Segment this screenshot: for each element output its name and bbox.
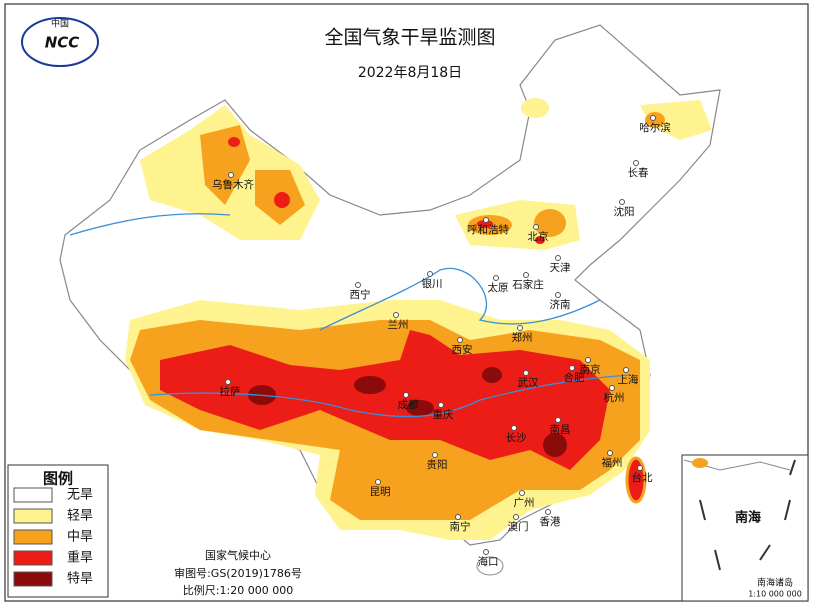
city-label: 南宁 xyxy=(450,520,471,533)
city-dot xyxy=(619,199,625,205)
city-dot xyxy=(555,255,561,261)
city-label: 天津 xyxy=(550,262,571,274)
credit-scale: 比例尺:1:20 000 000 xyxy=(183,583,293,597)
city-dot xyxy=(569,365,575,371)
legend-label: 重旱 xyxy=(67,550,93,566)
city-dot xyxy=(225,379,231,385)
legend-swatch xyxy=(13,529,53,545)
city-label: 南昌 xyxy=(550,423,571,436)
city-label: 福州 xyxy=(602,456,623,469)
city-label: 重庆 xyxy=(433,408,454,421)
city-dot xyxy=(375,479,381,485)
legend-swatch xyxy=(13,571,53,587)
credit-agency: 国家气候中心 xyxy=(205,548,271,562)
city-label: 台北 xyxy=(632,471,653,484)
city-label: 昆明 xyxy=(370,486,391,498)
city-label: 兰州 xyxy=(388,318,409,331)
city-dot xyxy=(393,312,399,318)
city-label: 合肥 xyxy=(564,371,585,384)
city-label: 南京 xyxy=(580,363,601,376)
city-label: 郑州 xyxy=(512,331,533,344)
city-label: 武汉 xyxy=(518,376,539,389)
city-dot xyxy=(493,275,499,281)
city-dot xyxy=(609,385,615,391)
city-dot xyxy=(650,115,656,121)
logo-text: 中国 xyxy=(51,18,69,30)
city-label: 呼和浩特 xyxy=(467,224,509,236)
city-dot xyxy=(511,425,517,431)
city-label: 石家庄 xyxy=(512,278,544,291)
city-dot xyxy=(438,402,444,408)
city-label: 成都 xyxy=(398,399,419,411)
title: 全国气象干旱监测图 xyxy=(324,27,495,49)
city-dot xyxy=(519,490,525,496)
city-dot xyxy=(523,370,529,376)
city-label: 银川 xyxy=(422,277,443,290)
city-dot xyxy=(523,272,529,278)
city-label: 西宁 xyxy=(350,288,371,301)
city-label: 北京 xyxy=(528,230,549,243)
city-label: 长沙 xyxy=(506,432,527,444)
city-dot xyxy=(403,392,409,398)
logo: 中国 NCC xyxy=(21,17,99,67)
city-dot xyxy=(457,337,463,343)
city-label: 哈尔滨 xyxy=(639,121,671,134)
city-dot xyxy=(483,549,489,555)
city-dot xyxy=(533,224,539,230)
city-dot xyxy=(483,217,489,223)
city-label: 杭州 xyxy=(604,391,625,404)
city-dot xyxy=(513,514,519,520)
legend-label: 无旱 xyxy=(67,488,93,503)
legend-swatch xyxy=(13,487,53,503)
city-dot xyxy=(585,357,591,363)
city-dot xyxy=(517,325,523,331)
city-dot xyxy=(637,465,643,471)
city-dot xyxy=(355,282,361,288)
legend-label: 轻旱 xyxy=(67,509,93,524)
legend-label: 特旱 xyxy=(67,572,93,587)
city-dot xyxy=(427,271,433,277)
drought-areas xyxy=(125,98,712,576)
inset-sea: 南海 xyxy=(735,510,761,526)
city-dot xyxy=(545,509,551,515)
city-label: 长春 xyxy=(628,167,649,179)
inset-map: 南海 南海诸岛 1:10 000 000 xyxy=(681,454,809,602)
legend-title: 图例 xyxy=(43,470,73,488)
city-label: 乌鲁木齐 xyxy=(212,178,254,191)
city-dot xyxy=(432,452,438,458)
city-label: 沈阳 xyxy=(614,205,635,218)
city-dot xyxy=(607,450,613,456)
inset-islands: 南海诸岛 xyxy=(757,577,793,589)
city-label: 拉萨 xyxy=(220,385,241,398)
city-dot xyxy=(555,292,561,298)
date: 2022年8月18日 xyxy=(358,65,462,81)
city-label: 香港 xyxy=(540,516,561,528)
city-label: 西安 xyxy=(452,343,473,356)
logo-mark: NCC xyxy=(45,34,80,52)
rivers xyxy=(69,213,631,418)
city-dot xyxy=(455,514,461,520)
city-label: 上海 xyxy=(618,373,639,386)
city-label: 广州 xyxy=(514,497,535,509)
credit-approval: 审图号:GS(2019)1786号 xyxy=(174,566,302,580)
city-dot xyxy=(228,172,234,178)
city-dot xyxy=(633,160,639,166)
city-label: 海口 xyxy=(478,555,499,568)
legend-swatch xyxy=(13,508,53,524)
city-label: 太原 xyxy=(488,281,509,294)
city-dot xyxy=(555,417,561,423)
legend-swatch xyxy=(13,550,53,566)
city-dot xyxy=(623,367,629,373)
inset-scale: 1:10 000 000 xyxy=(748,590,802,599)
legend-label: 中旱 xyxy=(67,530,93,545)
city-label: 济南 xyxy=(550,298,571,311)
city-label: 贵阳 xyxy=(427,458,448,471)
city-label: 澳门 xyxy=(508,520,529,533)
